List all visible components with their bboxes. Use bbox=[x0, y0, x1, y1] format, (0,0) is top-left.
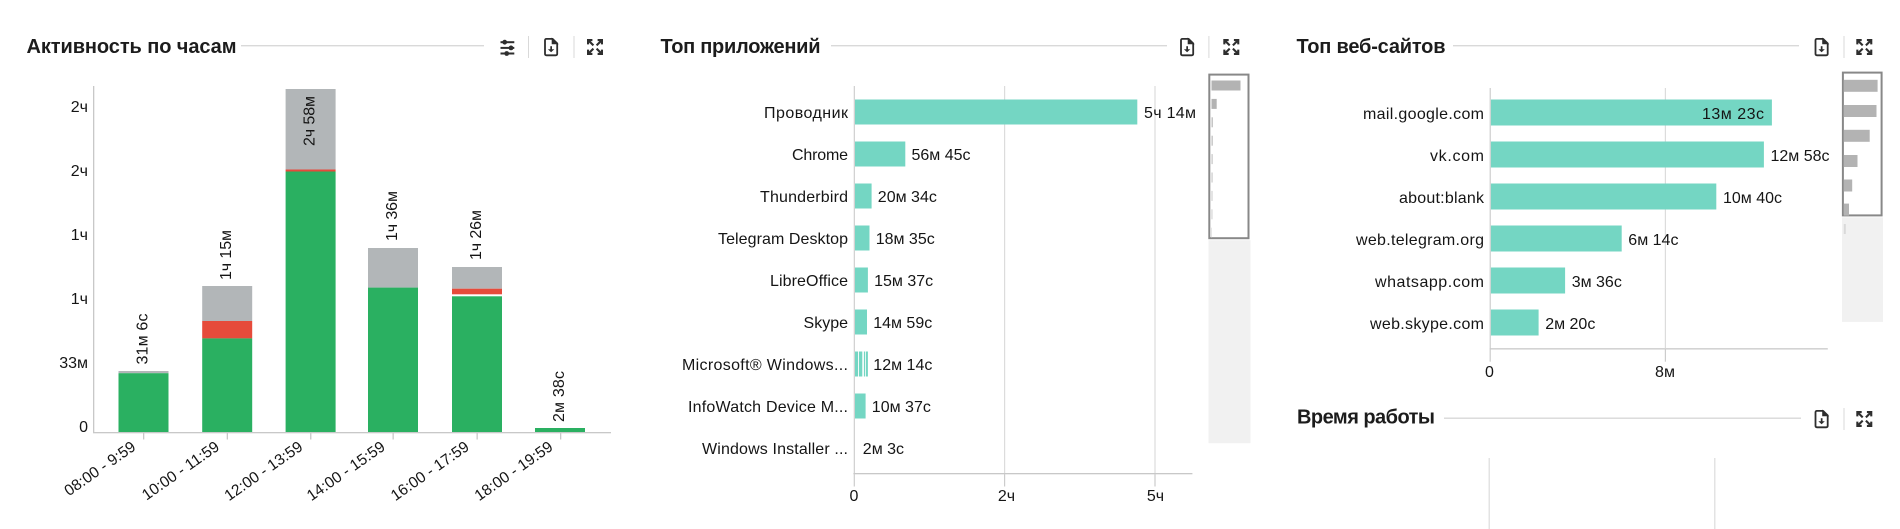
svg-text:whatsapp.com: whatsapp.com bbox=[1374, 274, 1484, 291]
svg-text:3м 36с: 3м 36с bbox=[1572, 274, 1622, 291]
svg-text:web.telegram.org: web.telegram.org bbox=[1355, 232, 1484, 249]
svg-text:56м 45с: 56м 45с bbox=[912, 147, 971, 164]
svg-text:Microsoft® Windows...: Microsoft® Windows... bbox=[682, 357, 848, 374]
svg-text:14:00 - 15:59: 14:00 - 15:59 bbox=[304, 438, 389, 504]
svg-text:10м 37с: 10м 37с bbox=[872, 399, 931, 416]
svg-text:13м 23с: 13м 23с bbox=[1702, 106, 1764, 123]
svg-text:18м 35с: 18м 35с bbox=[876, 231, 935, 248]
svg-text:2м 38с: 2м 38с bbox=[551, 371, 568, 422]
svg-text:2ч 58м: 2ч 58м bbox=[302, 96, 319, 146]
svg-text:Telegram Desktop: Telegram Desktop bbox=[718, 231, 848, 248]
svg-text:1ч 26м: 1ч 26м bbox=[468, 210, 485, 260]
svg-text:LibreOffice: LibreOffice bbox=[770, 273, 848, 290]
svg-text:31м 6с: 31м 6с bbox=[135, 314, 152, 365]
svg-text:16:00 - 17:59: 16:00 - 17:59 bbox=[388, 438, 473, 504]
svg-text:Время работы: Время работы bbox=[1297, 407, 1435, 429]
svg-text:vk.com: vk.com bbox=[1430, 148, 1484, 165]
svg-text:10м 40с: 10м 40с bbox=[1723, 190, 1782, 207]
svg-text:0: 0 bbox=[850, 488, 859, 505]
svg-text:Chrome: Chrome bbox=[792, 147, 848, 164]
svg-text:mail.google.com: mail.google.com bbox=[1363, 106, 1484, 123]
svg-text:15м 37с: 15м 37с bbox=[874, 273, 933, 290]
svg-text:1ч: 1ч bbox=[71, 227, 88, 244]
svg-text:1ч 36м: 1ч 36м bbox=[384, 191, 401, 241]
svg-text:1ч: 1ч bbox=[71, 291, 88, 308]
svg-text:8м: 8м bbox=[1655, 364, 1675, 381]
svg-text:10:00 - 11:59: 10:00 - 11:59 bbox=[139, 438, 223, 504]
svg-text:12м 14с: 12м 14с bbox=[873, 357, 932, 374]
svg-text:0: 0 bbox=[79, 419, 88, 436]
svg-text:20м 34с: 20м 34с bbox=[878, 189, 937, 206]
svg-text:Топ веб-сайтов: Топ веб-сайтов bbox=[1297, 36, 1446, 58]
svg-text:Активность по часам: Активность по часам bbox=[27, 36, 237, 58]
svg-text:InfoWatch Device M...: InfoWatch Device M... bbox=[688, 399, 848, 416]
svg-text:Thunderbird: Thunderbird bbox=[760, 189, 848, 206]
svg-text:Windows Installer ...: Windows Installer ... bbox=[702, 441, 848, 458]
svg-text:08:00 - 9:59: 08:00 - 9:59 bbox=[61, 438, 139, 499]
svg-text:2ч: 2ч bbox=[71, 99, 88, 116]
svg-text:1ч 15м: 1ч 15м bbox=[218, 230, 235, 280]
svg-text:about:blank: about:blank bbox=[1399, 190, 1485, 207]
svg-text:2ч: 2ч bbox=[998, 488, 1015, 505]
svg-text:2ч: 2ч bbox=[71, 163, 88, 180]
svg-text:web.skype.com: web.skype.com bbox=[1369, 316, 1484, 333]
svg-text:0: 0 bbox=[1485, 364, 1494, 381]
svg-text:Skype: Skype bbox=[804, 315, 849, 332]
svg-text:14м 59с: 14м 59с bbox=[873, 315, 932, 332]
svg-text:Топ приложений: Топ приложений bbox=[661, 36, 821, 58]
svg-text:6м 14с: 6м 14с bbox=[1628, 232, 1678, 249]
svg-text:2м 20с: 2м 20с bbox=[1545, 316, 1595, 333]
svg-text:18:00 - 19:59: 18:00 - 19:59 bbox=[472, 438, 557, 504]
svg-text:5ч 14м: 5ч 14м bbox=[1144, 105, 1196, 122]
svg-text:12м 58с: 12м 58с bbox=[1771, 148, 1830, 165]
svg-text:Проводник: Проводник bbox=[764, 105, 849, 122]
svg-text:33м: 33м bbox=[59, 355, 88, 372]
svg-text:12:00 - 13:59: 12:00 - 13:59 bbox=[222, 438, 307, 504]
svg-text:2м 3с: 2м 3с bbox=[863, 441, 904, 458]
svg-text:5ч: 5ч bbox=[1147, 488, 1164, 505]
